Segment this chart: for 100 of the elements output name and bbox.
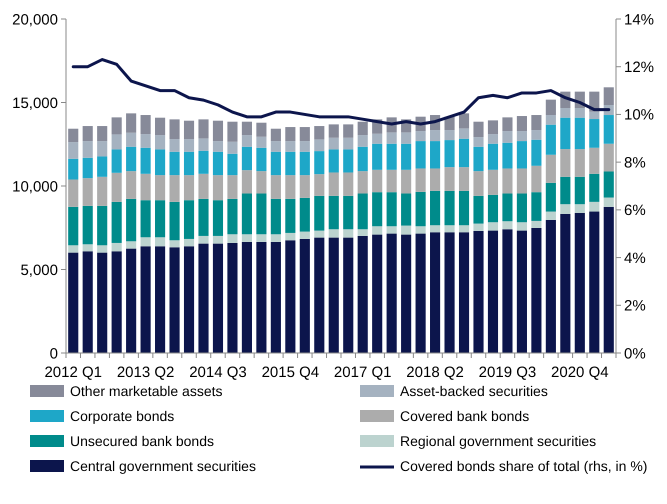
bar	[546, 212, 556, 220]
legend-label: Covered bank bonds	[400, 408, 530, 424]
bar	[242, 170, 252, 194]
bar	[300, 152, 310, 176]
bar	[155, 200, 166, 238]
bar	[227, 122, 238, 142]
bar	[401, 132, 412, 144]
bar	[155, 118, 166, 136]
bar	[473, 146, 484, 172]
bar	[604, 87, 614, 106]
bar	[242, 122, 252, 136]
bar	[546, 115, 556, 125]
bar	[560, 176, 570, 204]
bar	[82, 178, 93, 206]
bar	[82, 158, 93, 178]
bar	[256, 194, 266, 234]
bar	[589, 112, 600, 120]
bar	[242, 146, 252, 170]
bar	[531, 220, 542, 228]
bar	[328, 149, 339, 172]
bar	[155, 135, 166, 150]
bar	[82, 141, 93, 158]
x-tick-label: 2012 Q1	[44, 364, 102, 381]
bar	[343, 229, 354, 238]
bar	[546, 100, 556, 116]
bar	[430, 168, 440, 191]
bar	[140, 115, 151, 134]
y-tick-label: 5,000	[20, 262, 58, 279]
bar	[184, 152, 194, 176]
bar	[574, 149, 585, 177]
bar	[444, 232, 455, 353]
bar	[155, 237, 166, 246]
bar	[256, 148, 266, 172]
bar	[140, 174, 151, 200]
bar	[140, 148, 151, 174]
y2-tick-label: 2%	[624, 298, 646, 315]
bar	[270, 198, 281, 234]
bar	[198, 138, 209, 151]
bar	[430, 232, 440, 353]
bar	[546, 154, 556, 183]
bar	[300, 198, 310, 232]
bar	[574, 176, 585, 204]
legend-label: Asset-backed securities	[400, 382, 548, 399]
bar	[212, 175, 224, 200]
bar	[314, 174, 324, 196]
y-tick-label: 20,000	[12, 11, 58, 28]
bar	[155, 149, 166, 176]
bar	[212, 120, 224, 142]
bar	[112, 251, 122, 353]
bar	[502, 229, 513, 353]
bar	[169, 139, 180, 152]
y-tick-label: 15,000	[12, 94, 58, 112]
legend-label: Central government securities	[70, 458, 256, 474]
bar	[314, 139, 324, 152]
bar	[256, 136, 266, 148]
bar	[502, 221, 513, 230]
bar	[184, 139, 194, 152]
bar	[285, 232, 296, 240]
bar	[546, 124, 556, 155]
bar	[140, 134, 151, 148]
bar	[343, 124, 354, 138]
bar	[488, 194, 498, 222]
bar	[242, 194, 252, 234]
bar	[270, 234, 281, 242]
bar	[604, 206, 614, 353]
bar	[300, 127, 310, 142]
bar	[126, 132, 136, 147]
bar	[473, 137, 484, 147]
bar	[97, 245, 108, 253]
bar	[184, 246, 194, 353]
bar	[386, 144, 397, 170]
bar	[300, 141, 310, 152]
bar	[198, 198, 209, 236]
bar	[386, 170, 397, 192]
bar	[328, 196, 339, 230]
bar	[112, 134, 122, 150]
bar	[328, 238, 339, 353]
y-tick-label: 10,000	[12, 178, 58, 196]
bar	[314, 238, 324, 353]
bar	[416, 131, 426, 142]
bar	[126, 198, 136, 242]
bar	[473, 196, 484, 224]
bar	[285, 127, 296, 142]
bar	[256, 171, 266, 194]
bar	[416, 141, 426, 168]
bar	[516, 194, 527, 222]
bar	[68, 179, 78, 207]
bar	[430, 130, 440, 142]
bar	[458, 232, 470, 353]
bar	[358, 236, 368, 353]
bar	[589, 148, 600, 174]
bar	[401, 144, 412, 170]
bar	[140, 200, 151, 238]
bar	[212, 244, 224, 353]
bar	[126, 113, 136, 133]
bar	[112, 202, 122, 243]
bar	[314, 151, 324, 174]
bar	[242, 242, 252, 353]
bar	[473, 122, 484, 138]
bar	[112, 117, 122, 134]
